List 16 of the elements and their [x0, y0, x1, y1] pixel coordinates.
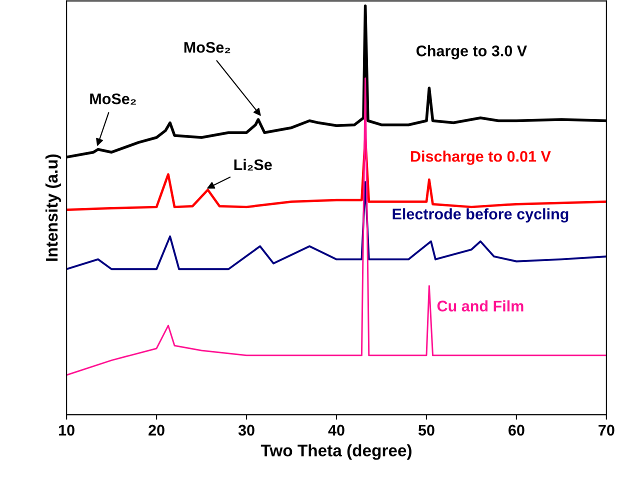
- annotation: Li₂Se: [234, 158, 272, 170]
- series-label: Electrode before cycling: [392, 208, 568, 223]
- y-axis-title: Intensity (a.u): [45, 154, 61, 261]
- x-tick-label: 10: [59, 424, 74, 436]
- x-tick-label: 30: [238, 424, 254, 436]
- x-tick-label: 60: [508, 424, 524, 436]
- x-tick-label: 40: [328, 424, 344, 436]
- x-tick-label: 20: [148, 424, 164, 436]
- annotation: MoSe₂: [184, 42, 230, 54]
- series-label: Cu and Film: [437, 300, 524, 312]
- x-tick-label: 70: [598, 424, 614, 436]
- x-tick-label: 50: [418, 424, 434, 436]
- text: Charge to 3.0 V: [416, 45, 527, 60]
- x-axis-title: Two Theta (degree): [260, 444, 412, 460]
- annotation: MoSe₂: [90, 93, 136, 105]
- series-label: Discharge to 0.01 V: [411, 150, 551, 165]
